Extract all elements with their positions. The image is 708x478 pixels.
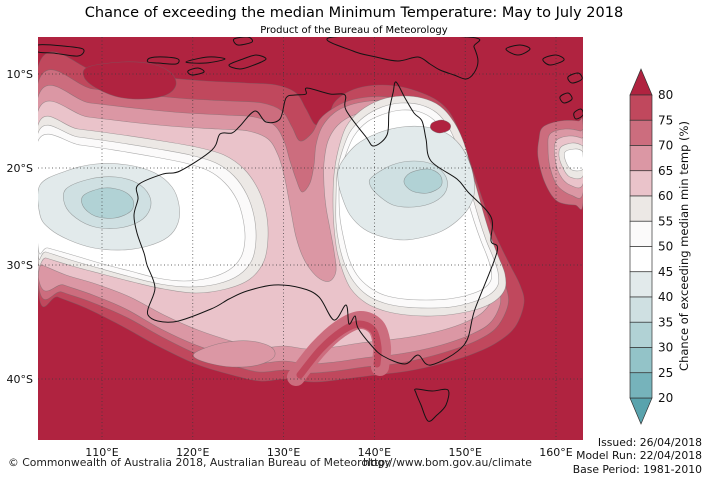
colorbar-axis-label: Chance of exceeding median min temp (%) [677,121,691,371]
lon-tick-label: 120°E [176,446,209,459]
contour-blue-30-east [403,168,443,194]
colorbar-band [629,347,653,374]
colorbar-tick-label: 35 [658,315,673,329]
colorbar-band [629,119,653,146]
lat-tick-label: 20°S [7,162,33,175]
contour-south-light-patch [192,340,276,368]
bom-climate-link[interactable]: http://www.bom.gov.au/climate [363,456,532,469]
colorbar-band [629,145,653,172]
colorbar-tick-label: 25 [658,366,673,380]
lat-tick-label: 10°S [7,68,33,81]
page-title: Chance of exceeding the median Minimum T… [84,5,624,21]
colorbar-band [629,94,653,121]
colorbar-tick-label: 40 [658,290,673,304]
colorbar: 80 75 70 65 60 55 50 45 40 35 30 25 20 Chance of exce… [629,68,691,425]
contour-dark-blob-small-ne [430,119,451,134]
lon-tick-label: 130°E [267,446,300,459]
coastline-solomons [542,54,565,66]
colorbar-tick-label: 70 [658,139,673,153]
coastline-flores [185,56,226,64]
map-canvas [38,37,583,440]
lat-tick-label: 40°S [7,373,33,386]
lon-tick-label: 140°E [358,446,391,459]
coastline-new-britain [505,44,531,56]
coastline-island-east-2 [559,92,573,104]
colorbar-band [629,195,653,222]
coastline-sulawesi-tip [232,37,254,46]
colorbar-band [629,170,653,197]
coastline-australia [133,81,499,366]
lat-tick-label: 30°S [7,259,33,272]
colorbar-tick-label: 60 [658,189,673,203]
issue-info-block: Issued: 26/04/2018 Model Run: 22/04/2018… [573,436,702,476]
colorbar-tick-label: 20 [658,391,673,405]
colorbar-tick-label: 45 [658,265,673,279]
coastline-island-east-1 [567,72,583,84]
coastline-new-guinea [326,37,481,80]
colorbar-tick-label: 50 [658,240,673,254]
colorbar-band [629,246,653,273]
contour-blue-30-west [81,187,135,219]
colorbar-band [629,296,653,323]
colorbar-tick-label: 55 [658,214,673,228]
lon-tick-label: 150°E [448,446,481,459]
model-run-line: Model Run: 22/04/2018 [576,449,702,463]
colorbar-band [629,271,653,298]
colorbar-band [629,321,653,348]
colorbar-band [629,220,653,247]
colorbar-arrow-bottom [629,397,653,425]
colorbar-tick-label: 65 [658,164,673,178]
contour-ring-ne-45 [564,148,583,172]
colorbar-tick-label: 80 [658,88,673,102]
colorbar-tick-label: 30 [658,341,673,355]
coastline-java [38,44,85,57]
coastline-island-east-3 [573,108,583,120]
lon-tick-label: 160°E [539,446,572,459]
coastline-sumba [187,67,205,76]
issued-line: Issued: 26/04/2018 [597,436,702,449]
figure-subtitle: Product of the Bureau of Meteorology [260,25,448,36]
colorbar-band [629,372,653,399]
contour-dark-blob-northwest [82,61,177,100]
coastline-bali-sumbawa [146,56,180,65]
colorbar-tick-label: 75 [658,113,673,127]
base-period-line: Base Period: 1981-2010 [572,462,702,476]
copyright-text: © Commonwealth of Australia 2018, Austra… [8,456,391,469]
contour-south-tongue-core [296,320,382,379]
lon-tick-label: 110°E [85,446,118,459]
coastline-timor [228,54,267,70]
coastline-tasmania [414,388,450,422]
colorbar-arrow-top [629,68,653,96]
